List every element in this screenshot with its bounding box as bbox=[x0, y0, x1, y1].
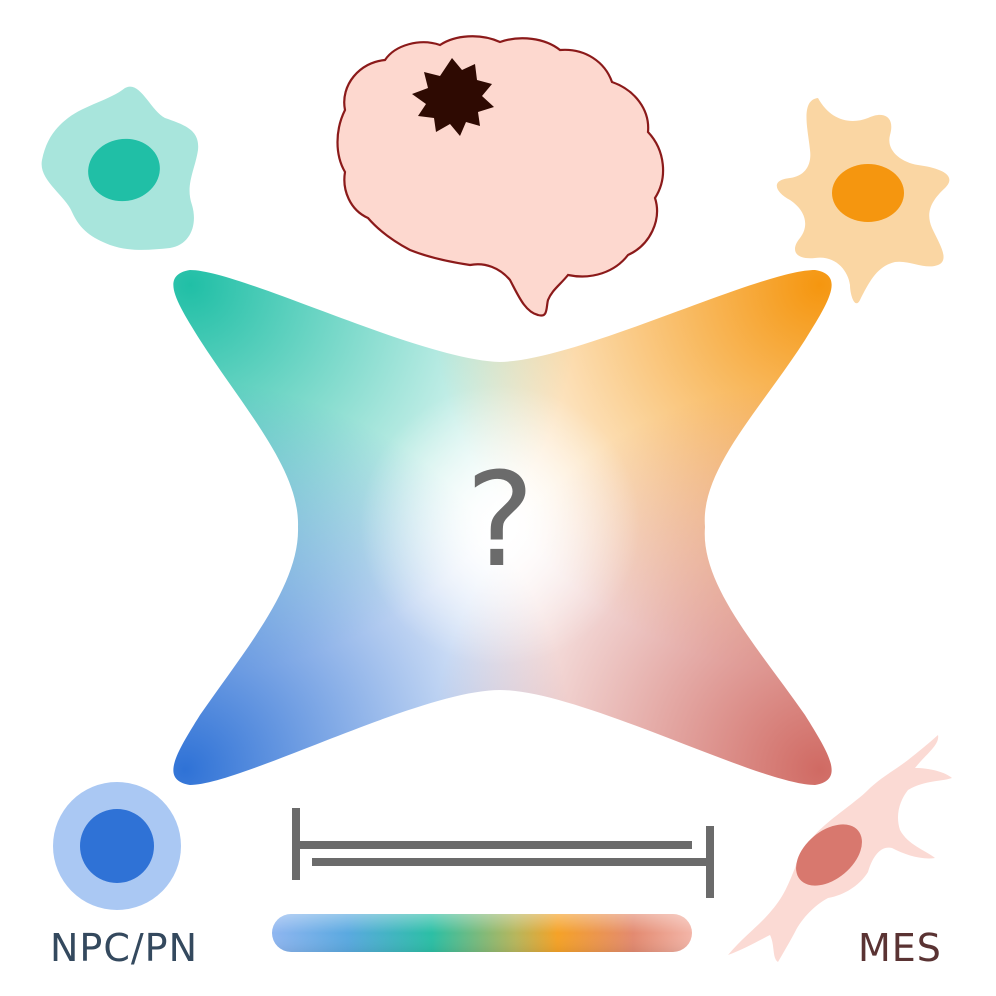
state-spectrum-bar bbox=[272, 914, 692, 952]
question-mark: ? bbox=[465, 444, 535, 596]
opc-like-cell-icon bbox=[41, 86, 199, 250]
npc-cell-icon bbox=[53, 782, 181, 910]
mesenchymal-cell-icon bbox=[728, 735, 952, 962]
tumor-icon bbox=[412, 58, 494, 136]
inhibition-bar-icon bbox=[292, 808, 714, 898]
cell-state-star bbox=[173, 270, 832, 785]
npc-pn-label: NPC/PN bbox=[50, 926, 199, 970]
astrocyte-like-cell-icon bbox=[776, 98, 950, 304]
mes-label: MES bbox=[858, 926, 942, 970]
brain-tumor-icon bbox=[336, 35, 665, 317]
